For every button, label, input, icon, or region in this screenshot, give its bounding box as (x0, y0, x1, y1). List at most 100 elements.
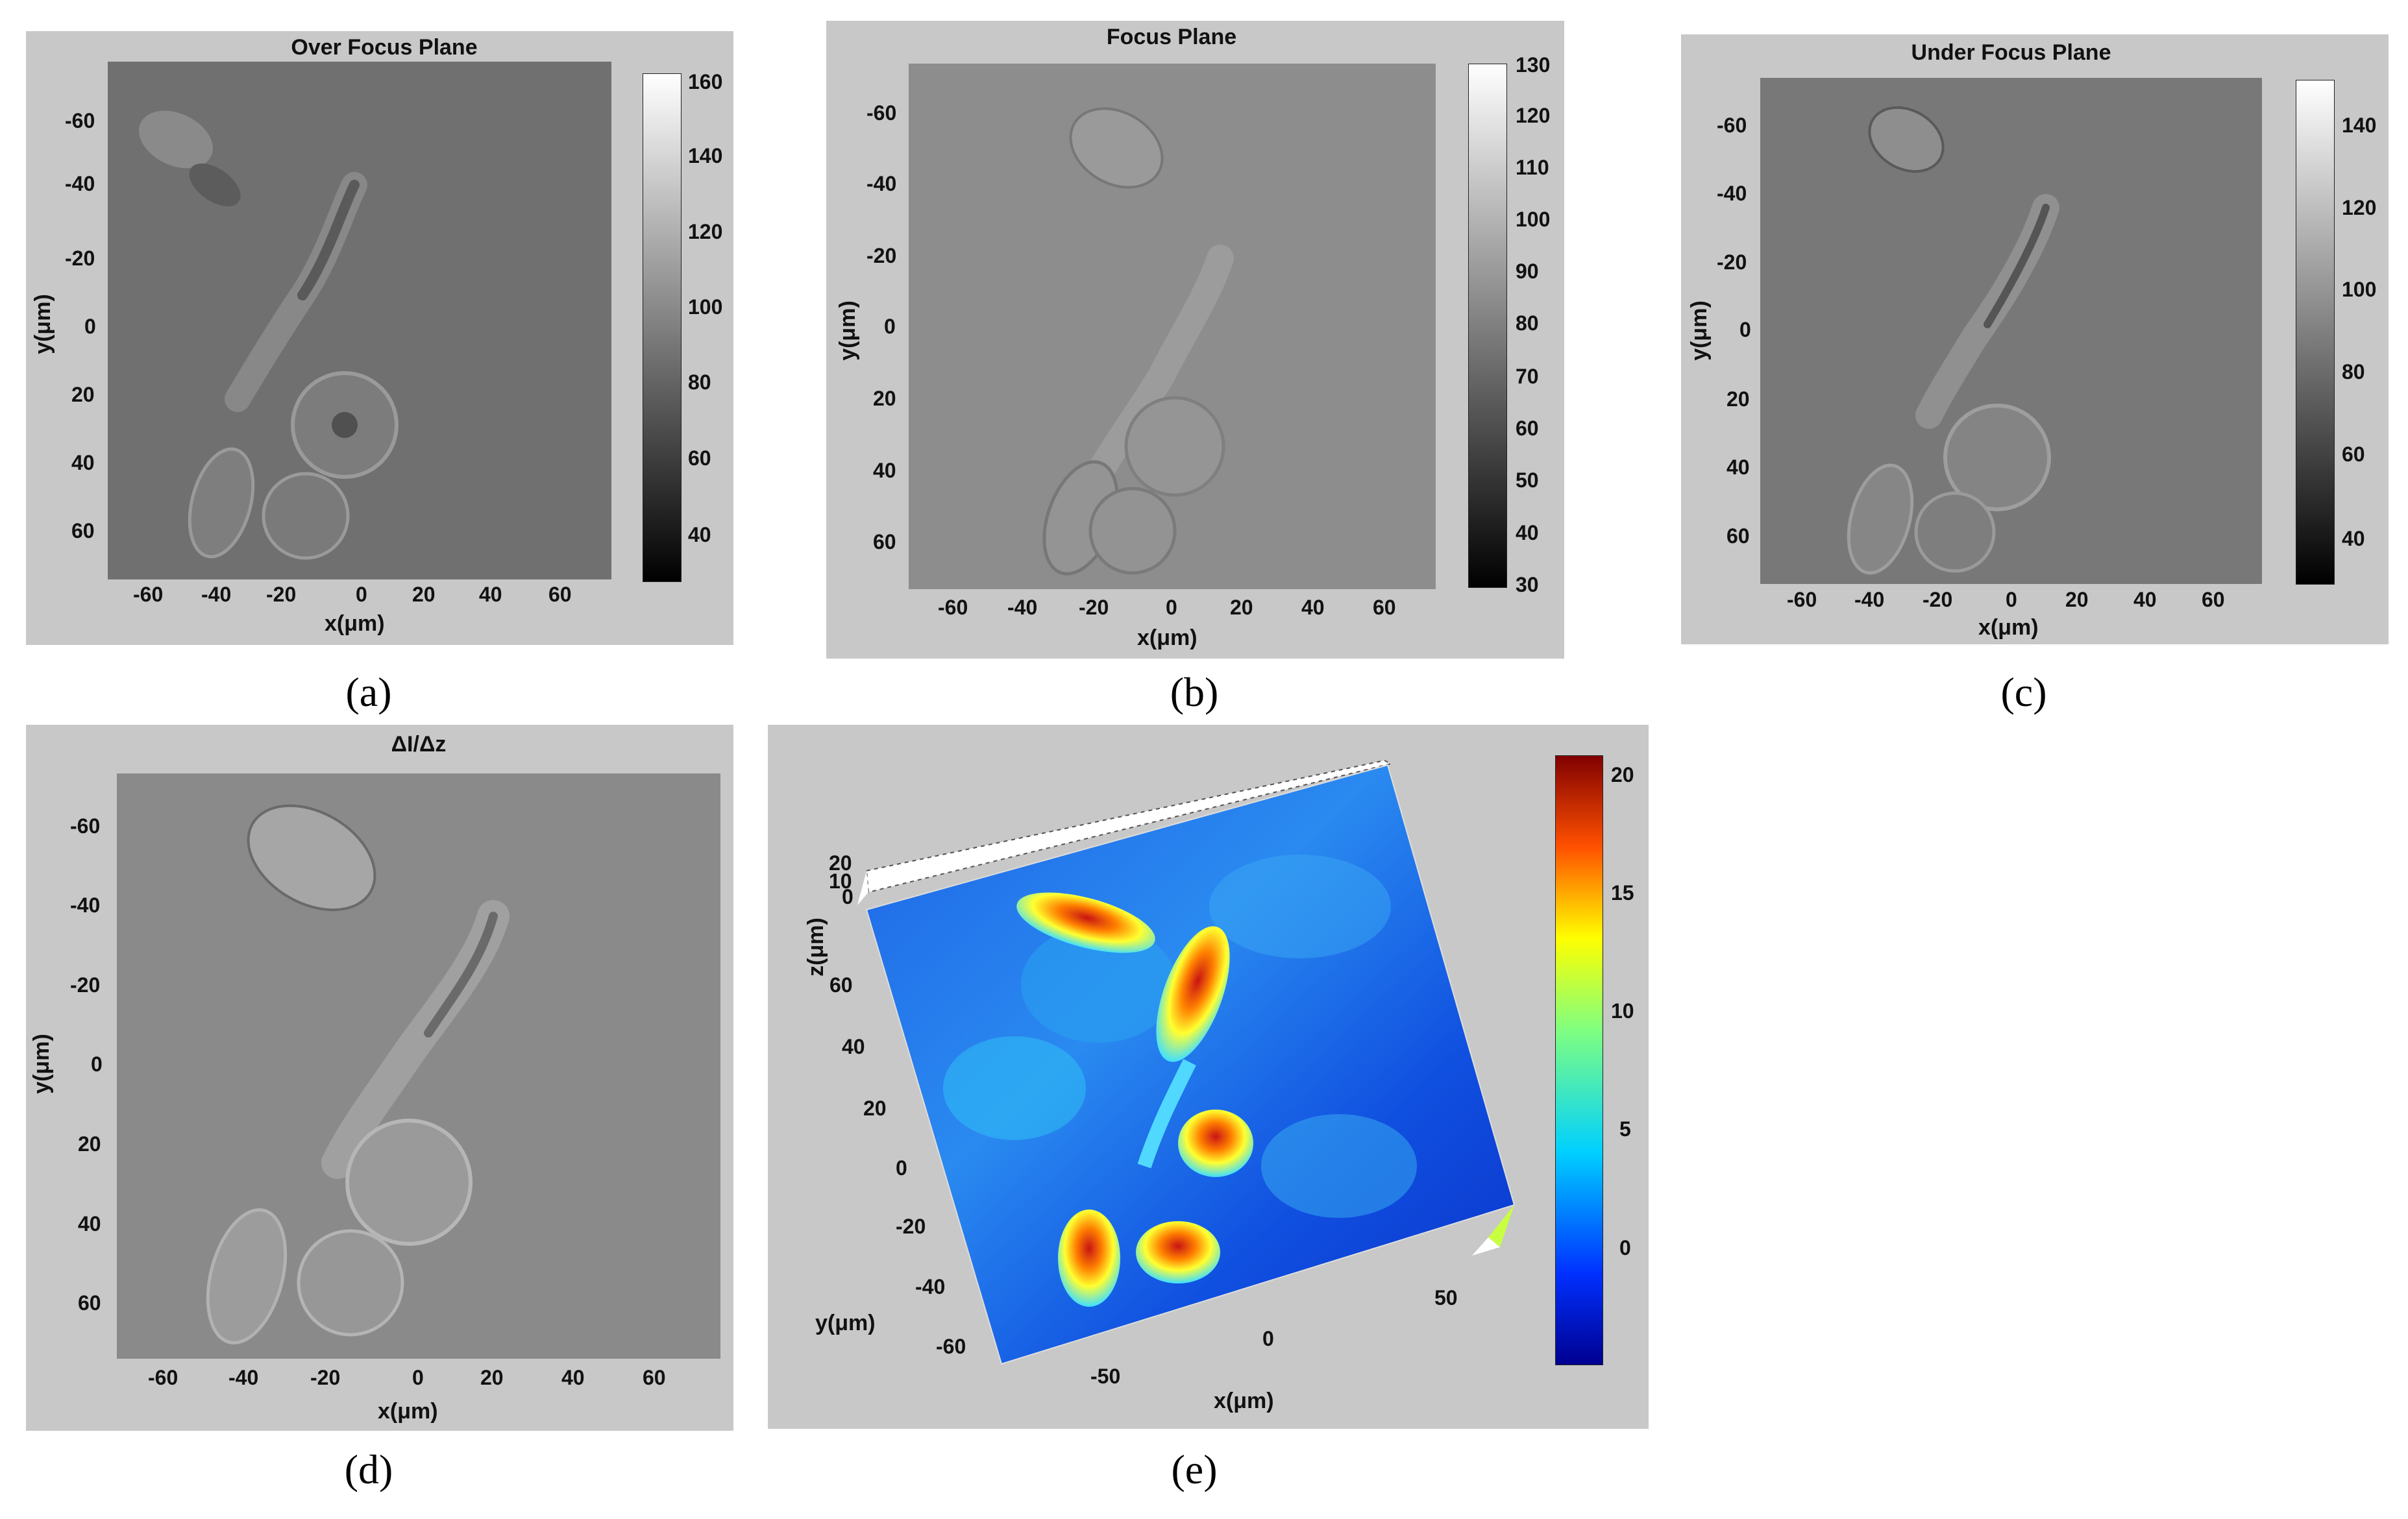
panel-e-ytick: 40 (842, 1035, 865, 1058)
panel-c-colorbar (2296, 80, 2335, 585)
panel-c-xtick: 20 (2065, 588, 2089, 611)
panel-b-ytick: 0 (884, 315, 896, 338)
panel-d-ytick: -40 (70, 893, 101, 917)
panel-b-ytick: 40 (873, 459, 896, 482)
panel-a-ytick: -20 (65, 247, 95, 270)
panel-b-title: Focus Plane (1106, 25, 1237, 49)
panel-e-cbar-tick: 5 (1619, 1117, 1631, 1141)
panel-a-image (108, 62, 611, 579)
panel-e-cbar-tick: 20 (1611, 763, 1634, 786)
panel-b-xtick: 0 (1166, 596, 1177, 619)
panel-b-xtick: -60 (938, 596, 968, 619)
panel-d-xtick: 40 (561, 1366, 585, 1389)
panel-e-colorbar (1555, 755, 1603, 1365)
panel-d-title: ΔI/Δz (391, 732, 447, 757)
panel-c-ytick: -40 (1717, 182, 1747, 205)
panel-e-ytick: -40 (915, 1275, 946, 1298)
panel-d-ytick: -20 (70, 973, 101, 997)
panel-a-cbar-tick: 100 (688, 295, 723, 319)
panel-b-cbar-tick: 130 (1516, 53, 1551, 77)
panel-d-xtick: 20 (480, 1366, 504, 1389)
panel-c-xtick: 40 (2133, 588, 2157, 611)
panel-a-ytick: 0 (84, 315, 96, 338)
panel-a-xtick: 40 (479, 583, 502, 606)
panel-d-image (117, 773, 720, 1359)
panel-b-colorbar (1468, 64, 1507, 588)
panel-d-ylabel: y(μm) (29, 1034, 54, 1094)
panel-d-xtick: -20 (310, 1366, 341, 1389)
panel-c-xlabel: x(μm) (1978, 615, 2039, 640)
panel-c-ytick: 60 (1726, 524, 1750, 548)
panel-c-xtick: -40 (1854, 588, 1885, 611)
panel-c-ytick: 40 (1726, 456, 1750, 479)
panel-c-label: (c) (2000, 669, 2047, 715)
panel-a-cbar-tick: 120 (688, 220, 723, 243)
panel-d-ytick: 0 (91, 1052, 103, 1076)
panel-a-xtick: -60 (133, 583, 164, 606)
panel-b-cbar-tick: 30 (1516, 573, 1539, 596)
panel-c-ytick: -60 (1717, 114, 1747, 137)
panel-e-cbar-tick: 10 (1611, 999, 1634, 1023)
panel-e-ytick: -20 (896, 1215, 926, 1238)
panel-c-image (1760, 78, 2262, 584)
panel-b-cbar-tick: 50 (1516, 468, 1539, 492)
panel-e-zlabel: z(μm) (803, 917, 828, 977)
panel-d-xlabel: x(μm) (378, 1399, 438, 1424)
panel-a-xlabel: x(μm) (325, 611, 385, 636)
panel-c-ytick: 0 (1739, 318, 1751, 341)
panel-c-ytick: 20 (1726, 387, 1750, 411)
panel-e-xtick: 0 (1262, 1327, 1274, 1350)
panel-c-ylabel: y(μm) (1686, 300, 1712, 361)
panel-a-ytick: 60 (71, 519, 95, 542)
panel-a-xtick: 60 (548, 583, 572, 606)
panel-a-label: (a) (345, 669, 392, 715)
panel-c-cbar-tick: 100 (2342, 278, 2377, 301)
panel-a-ytick: -60 (65, 109, 95, 132)
panel-e-xtick: -50 (1090, 1365, 1121, 1388)
panel-b-xtick: 60 (1373, 596, 1396, 619)
panel-b-xtick: 40 (1301, 596, 1325, 619)
panel-b-ytick: -60 (866, 101, 897, 125)
panel-b-xtick: -20 (1079, 596, 1109, 619)
panel-a-ytick: 40 (71, 451, 95, 474)
panel-d-ytick: 60 (78, 1291, 101, 1315)
panel-c-title: Under Focus Plane (1911, 40, 2111, 65)
panel-b-ytick: 20 (873, 387, 896, 410)
panel-b-ytick: 60 (873, 530, 896, 553)
panel-b-cbar-tick: 70 (1516, 365, 1539, 388)
panel-e-ytick: 0 (896, 1156, 907, 1180)
panel-d-xtick: -40 (228, 1366, 259, 1389)
panel-e-label: (e) (1171, 1446, 1218, 1492)
panel-a-cbar-tick: 80 (688, 371, 711, 394)
panel-a-cbar-tick: 140 (688, 144, 723, 167)
panel-c-cbar-tick: 120 (2342, 196, 2377, 219)
panel-e-ytick: 20 (863, 1097, 887, 1120)
panel-d-xtick: 0 (412, 1366, 424, 1389)
panel-a-ytick: -40 (65, 172, 95, 195)
panel-b-xlabel: x(μm) (1137, 626, 1198, 650)
panel-d-ytick: -60 (70, 814, 101, 838)
panel-a-xtick: 20 (412, 583, 436, 606)
panel-c-xtick: -60 (1787, 588, 1817, 611)
panel-e-ztick: 0 (842, 885, 854, 908)
panel-c-cbar-tick: 40 (2342, 527, 2365, 550)
panel-c-cbar-tick: 80 (2342, 360, 2365, 383)
panel-d-ytick: 40 (78, 1212, 101, 1235)
panel-a-cbar-tick: 60 (688, 446, 711, 470)
panel-b-cbar-tick: 60 (1516, 417, 1539, 440)
panel-e-ztick: 20 (829, 851, 852, 875)
panel-a-cbar-tick: 160 (688, 70, 723, 93)
panel-a-xtick: 0 (356, 583, 367, 606)
panel-c-cbar-tick: 60 (2342, 443, 2365, 466)
panel-a-colorbar (643, 73, 682, 582)
panel-b-ytick: -20 (866, 244, 897, 267)
panel-d-label: (d) (344, 1446, 393, 1492)
panel-d-ytick: 20 (78, 1132, 101, 1156)
panel-a-xtick: -20 (266, 583, 297, 606)
panel-b-cbar-tick: 80 (1516, 311, 1539, 335)
panel-e-cbar-tick: 0 (1619, 1236, 1631, 1259)
panel-d-xtick: 60 (643, 1366, 666, 1389)
panel-e-xlabel: x(μm) (1214, 1389, 1274, 1413)
panel-b-image (909, 64, 1436, 589)
panel-a-xtick: -40 (201, 583, 232, 606)
